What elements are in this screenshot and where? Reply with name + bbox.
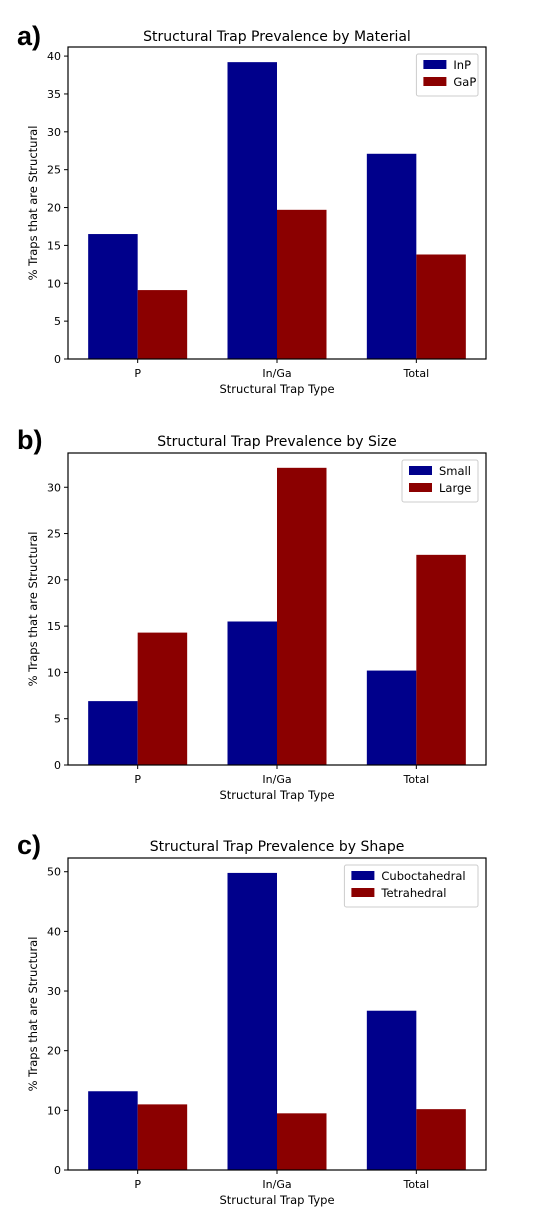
panel-a: a) Structural Trap Prevalence by Material… bbox=[17, 21, 487, 396]
y-tick-label: 0 bbox=[54, 759, 61, 772]
bar-cuboctahedral-0 bbox=[88, 1091, 138, 1170]
legend-label-tetrahedral: Tetrahedral bbox=[380, 886, 446, 900]
x-axis-label: Structural Trap Type bbox=[219, 788, 334, 802]
panel-label: b) bbox=[17, 425, 42, 455]
bar-tetrahedral-1 bbox=[277, 1113, 327, 1170]
y-tick-label: 40 bbox=[47, 50, 61, 63]
bar-large-1 bbox=[277, 467, 327, 765]
x-tick-label: P bbox=[134, 1178, 141, 1191]
y-tick-label: 35 bbox=[47, 88, 61, 101]
y-tick-label: 15 bbox=[47, 239, 61, 252]
y-tick-label: 25 bbox=[47, 528, 61, 541]
legend-swatch-cuboctahedral bbox=[351, 871, 375, 880]
x-tick-label: Total bbox=[402, 773, 429, 786]
x-tick-label: In/Ga bbox=[262, 773, 291, 786]
y-tick-label: 20 bbox=[47, 202, 61, 215]
legend-swatch-gap bbox=[423, 77, 447, 86]
x-tick-label: In/Ga bbox=[262, 1178, 291, 1191]
legend-swatch-large bbox=[409, 483, 432, 492]
y-axis-label: % Traps that are Structural bbox=[26, 126, 40, 281]
y-tick-label: 30 bbox=[47, 126, 61, 139]
bar-cuboctahedral-2 bbox=[366, 1010, 417, 1170]
legend-swatch-tetrahedral bbox=[351, 888, 375, 897]
x-tick-label: Total bbox=[402, 1178, 429, 1191]
legend-swatch-inp bbox=[423, 60, 447, 69]
x-tick-label: In/Ga bbox=[262, 367, 291, 380]
y-axis-label: % Traps that are Structural bbox=[26, 532, 40, 687]
y-tick-label: 10 bbox=[47, 1104, 61, 1117]
chart-title: Structural Trap Prevalence by Size bbox=[157, 434, 397, 450]
bar-tetrahedral-2 bbox=[416, 1109, 466, 1170]
panel-label: a) bbox=[17, 21, 41, 51]
y-tick-label: 20 bbox=[47, 1045, 61, 1058]
y-axis-label: % Traps that are Structural bbox=[26, 937, 40, 1092]
bar-small-1 bbox=[227, 621, 277, 765]
y-tick-label: 0 bbox=[54, 1164, 61, 1177]
y-tick-label: 25 bbox=[47, 164, 61, 177]
bar-inp-0 bbox=[88, 234, 138, 359]
bar-large-2 bbox=[416, 554, 466, 765]
bar-gap-2 bbox=[416, 254, 466, 359]
legend-label-cuboctahedral: Cuboctahedral bbox=[381, 869, 465, 883]
bar-tetrahedral-0 bbox=[137, 1104, 188, 1170]
x-axis-label: Structural Trap Type bbox=[219, 382, 334, 396]
bar-gap-1 bbox=[277, 209, 327, 359]
y-tick-label: 40 bbox=[47, 925, 61, 938]
chart-title: Structural Trap Prevalence by Material bbox=[143, 29, 411, 45]
x-tick-label: P bbox=[134, 773, 141, 786]
y-tick-label: 5 bbox=[54, 315, 61, 328]
legend-label-large: Large bbox=[439, 481, 471, 495]
y-tick-label: 50 bbox=[47, 866, 61, 879]
x-tick-label: P bbox=[134, 367, 141, 380]
bar-cuboctahedral-1 bbox=[227, 872, 277, 1170]
legend-swatch-small bbox=[409, 466, 432, 475]
y-tick-label: 0 bbox=[54, 353, 61, 366]
y-tick-label: 30 bbox=[47, 985, 61, 998]
bar-small-0 bbox=[88, 701, 138, 765]
legend-label-inp: InP bbox=[453, 58, 471, 72]
y-tick-label: 10 bbox=[47, 277, 61, 290]
chart-title: Structural Trap Prevalence by Shape bbox=[150, 839, 405, 855]
legend-label-gap: GaP bbox=[453, 75, 476, 89]
y-tick-label: 20 bbox=[47, 574, 61, 587]
y-tick-label: 10 bbox=[47, 666, 61, 679]
y-tick-label: 30 bbox=[47, 481, 61, 494]
panel-label: c) bbox=[17, 830, 41, 860]
y-tick-label: 5 bbox=[54, 713, 61, 726]
legend-box bbox=[343, 864, 479, 908]
bar-inp-2 bbox=[366, 153, 417, 359]
bar-inp-1 bbox=[227, 62, 277, 359]
bar-large-0 bbox=[137, 632, 188, 765]
panel-c: c) Structural Trap Prevalence by Shape 0 10… bbox=[17, 830, 487, 1207]
panel-b: b) Structural Trap Prevalence by Size 0 5 10… bbox=[17, 425, 487, 802]
bar-small-2 bbox=[366, 670, 417, 765]
y-tick-label: 15 bbox=[47, 620, 61, 633]
legend-label-small: Small bbox=[439, 464, 471, 478]
x-tick-label: Total bbox=[402, 367, 429, 380]
bar-gap-0 bbox=[137, 290, 188, 359]
x-axis-label: Structural Trap Type bbox=[219, 1193, 334, 1207]
